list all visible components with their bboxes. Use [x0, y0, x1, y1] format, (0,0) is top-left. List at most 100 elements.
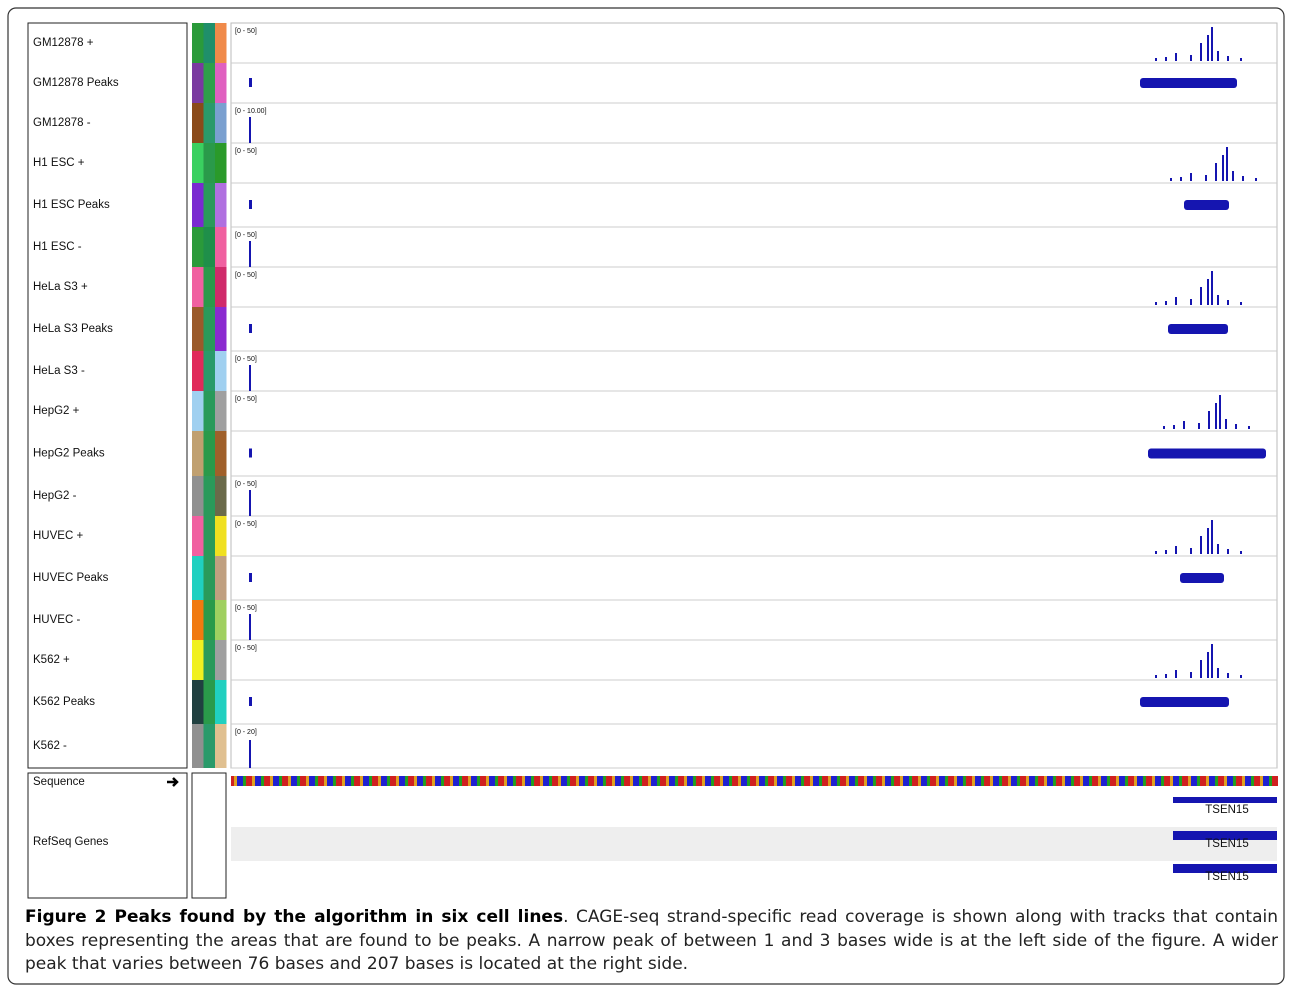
coverage: [249, 241, 251, 267]
sequence-base: [1164, 776, 1167, 786]
sequence-base: [798, 776, 801, 786]
sequence-base: [939, 776, 942, 786]
sequence-base: [1236, 776, 1239, 786]
track-name: GM12878 +: [33, 37, 94, 49]
track-color: [192, 63, 204, 103]
sequence-base: [279, 776, 282, 786]
coverage: [1190, 299, 1192, 305]
coverage: [1200, 287, 1202, 305]
sequence-base: [558, 776, 561, 786]
sequence-base: [1203, 776, 1206, 786]
track-name: GM12878 -: [33, 117, 91, 129]
sequence-base: [972, 776, 975, 786]
sequence-base: [1098, 776, 1101, 786]
sequence-base: [294, 776, 297, 786]
sequence-base: [738, 776, 741, 786]
track-color: [203, 183, 215, 227]
sequence-base: [372, 776, 375, 786]
coverage: [1155, 551, 1157, 554]
sequence-base: [273, 776, 276, 786]
sequence-base: [1176, 776, 1179, 786]
sequence-base: [567, 776, 570, 786]
sequence-base: [1137, 776, 1140, 786]
track-color: [192, 391, 204, 431]
sequence-base: [612, 776, 615, 786]
coverage: [1211, 644, 1213, 678]
sequence-base: [693, 776, 696, 786]
sequence-base: [951, 776, 954, 786]
track-name: HeLa S3 +: [33, 281, 88, 293]
sequence-base: [861, 776, 864, 786]
sequence-base: [864, 776, 867, 786]
sequence-base: [579, 776, 582, 786]
coverage: [1155, 58, 1157, 61]
track-name: HeLa S3 -: [33, 365, 85, 377]
sequence-base: [996, 776, 999, 786]
sequence-base: [999, 776, 1002, 786]
sequence-base: [231, 776, 234, 786]
sequence-base: [1089, 776, 1092, 786]
sequence-base: [1059, 776, 1062, 786]
sequence-base: [411, 776, 414, 786]
sequence-base: [561, 776, 564, 786]
sequence-base: [1119, 776, 1122, 786]
sequence-base: [1248, 776, 1251, 786]
sequence-base: [858, 776, 861, 786]
coverage: [1207, 652, 1209, 678]
sequence-base: [237, 776, 240, 786]
sequence-base: [834, 776, 837, 786]
sequence-base: [624, 776, 627, 786]
sequence-base: [507, 776, 510, 786]
track-range: [0 - 50]: [235, 28, 257, 35]
sequence-base: [1209, 776, 1212, 786]
sequence-base: [639, 776, 642, 786]
track-color: [203, 680, 215, 724]
sequence-base: [813, 776, 816, 786]
sequence-base: [336, 776, 339, 786]
track-color: [203, 600, 215, 640]
sequence-base: [603, 776, 606, 786]
sequence-base: [675, 776, 678, 786]
coverage: [1165, 674, 1167, 678]
sequence-base: [609, 776, 612, 786]
sequence-base: [489, 776, 492, 786]
track-color: [215, 516, 227, 556]
sequence-base: [519, 776, 522, 786]
sequence-base: [915, 776, 918, 786]
sequence-base: [1128, 776, 1131, 786]
coverage: [1226, 147, 1228, 181]
sequence-base: [723, 776, 726, 786]
sequence-base: [630, 776, 633, 786]
sequence-base: [234, 776, 237, 786]
sequence-base: [429, 776, 432, 786]
sequence-base: [912, 776, 915, 786]
track-color: [215, 307, 227, 351]
sequence-base: [672, 776, 675, 786]
caption-text: . CAGE-seq strand-specific read coverage…: [25, 907, 1278, 974]
sequence-base: [648, 776, 651, 786]
sequence-base: [312, 776, 315, 786]
sequence-base: [663, 776, 666, 786]
gene: [1173, 831, 1277, 840]
coverage: [1240, 675, 1242, 678]
track-color: [215, 227, 227, 267]
track-name: HepG2 -: [33, 490, 77, 502]
sequence-base: [492, 776, 495, 786]
coverage: [249, 614, 251, 640]
refseq-band: [231, 827, 1277, 861]
track-color: [192, 143, 204, 183]
coverage: [1165, 301, 1167, 305]
sequence-base: [525, 776, 528, 786]
sequence-base: [1272, 776, 1275, 786]
sequence-base: [306, 776, 309, 786]
sequence-base: [450, 776, 453, 786]
sequence-base: [1173, 776, 1176, 786]
sequence-base: [375, 776, 378, 786]
track-color: [192, 103, 204, 143]
sequence-base: [1158, 776, 1161, 786]
sequence-base: [1143, 776, 1146, 786]
coverage: [1175, 670, 1177, 678]
sequence-base: [354, 776, 357, 786]
sequence-base: [417, 776, 420, 786]
sequence-base: [1146, 776, 1149, 786]
